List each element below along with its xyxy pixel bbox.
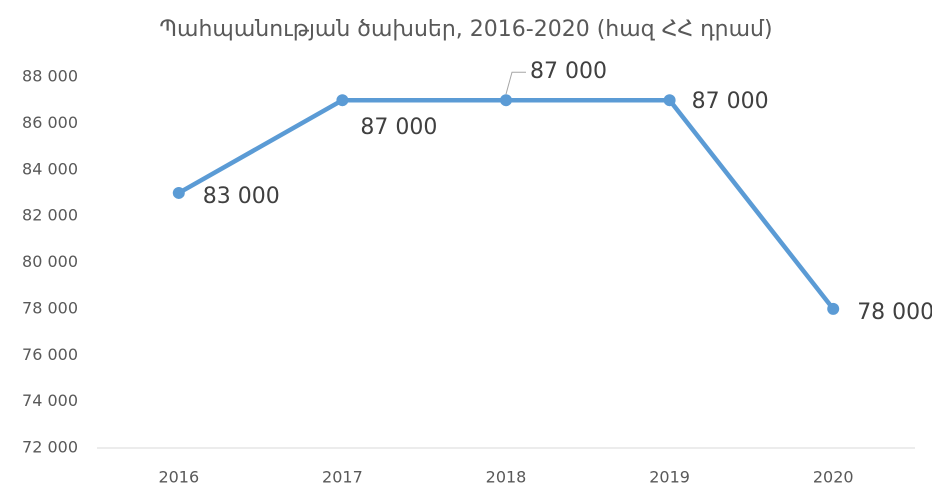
data-label: 87 000 (360, 115, 437, 140)
marker (500, 94, 512, 107)
data-label: 78 000 (857, 300, 932, 325)
y-tick-label: 76 000 (22, 345, 78, 364)
y-tick-label: 86 000 (22, 113, 78, 132)
data-label: 87 000 (692, 89, 769, 114)
y-tick-label: 80 000 (22, 252, 78, 271)
marker (663, 94, 676, 107)
x-tick-label: 2019 (649, 468, 690, 487)
marker (827, 302, 840, 315)
y-tick-label: 78 000 (22, 298, 78, 317)
x-tick-label: 2018 (486, 468, 527, 487)
y-tick-label: 88 000 (22, 67, 78, 86)
data-label: 87 000 (530, 59, 607, 84)
marker (172, 186, 185, 199)
y-tick-label: 72 000 (22, 438, 78, 457)
data-label: 83 000 (203, 184, 280, 209)
leader-line (505, 71, 526, 95)
x-tick-label: 2016 (158, 468, 199, 487)
x-tick-label: 2017 (322, 468, 363, 487)
x-tick-label: 2020 (813, 468, 854, 487)
chart-title: Պահպանության ծախսեր, 2016-2020 (հազ ՀՀ դ… (159, 17, 772, 42)
y-tick-label: 84 000 (22, 159, 78, 178)
marker (336, 94, 349, 107)
y-tick-label: 74 000 (22, 391, 78, 410)
y-tick-label: 82 000 (22, 206, 78, 225)
